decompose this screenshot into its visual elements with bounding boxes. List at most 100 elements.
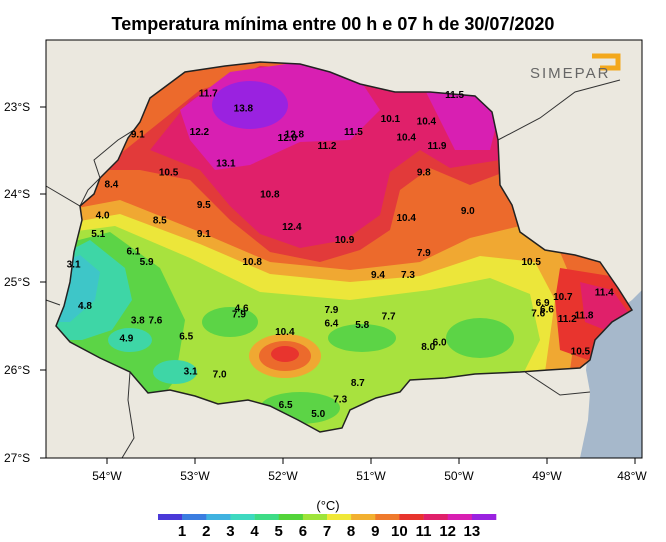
station-value: 10.8 [242, 257, 262, 268]
station-value: 11.2 [318, 141, 337, 152]
station-value: 11.4 [595, 288, 614, 299]
station-value: 9.4 [371, 270, 385, 281]
station-value: 4.0 [96, 210, 110, 221]
station-value: 7.9 [417, 248, 431, 259]
station-value: 9.1 [131, 130, 145, 141]
station-value: 12.2 [190, 127, 210, 138]
station-value: 6.0 [433, 338, 447, 349]
colorbar-tick-label: 4 [250, 523, 259, 540]
colorbar-swatch [158, 514, 183, 520]
station-value: 13.1 [216, 159, 236, 170]
station-value: 6.5 [279, 400, 293, 411]
station-value: 13.8 [234, 103, 254, 114]
lon-label: 53°W [180, 469, 210, 483]
colorbar-unit: (°C) [316, 498, 340, 513]
station-value: 9.0 [461, 206, 475, 217]
station-value: 10.9 [335, 235, 355, 246]
station-value: 8.4 [104, 180, 118, 191]
map-frame [45, 39, 643, 459]
station-value: 5.0 [311, 409, 325, 420]
colorbar-swatch [182, 514, 207, 520]
station-value: 3.8 [131, 316, 145, 327]
lon-label: 52°W [268, 469, 298, 483]
station-value: 10.5 [571, 347, 591, 358]
colorbar-tick-label: 3 [226, 523, 234, 540]
border-line [121, 371, 135, 459]
colorbar-swatch [399, 514, 424, 520]
colorbar-tick-label: 7 [323, 523, 331, 540]
colorbar-swatch [471, 514, 497, 520]
lon-label: 49°W [532, 469, 562, 483]
lat-label: 26°S [4, 363, 30, 377]
colorbar-swatch [327, 514, 352, 520]
station-value: 12.4 [282, 222, 302, 233]
colorbar-swatch [447, 514, 473, 520]
station-value: 6.4 [324, 318, 338, 329]
colorbar: 1 2 3 4 5 6 7 8 9 10 11 12 13 [158, 514, 497, 540]
colorbar-tick-label: 9 [371, 523, 379, 540]
station-value: 11.9 [428, 141, 447, 152]
lat-label: 24°S [4, 187, 30, 201]
colorbar-swatch [302, 514, 328, 520]
colorbar-swatch [375, 514, 400, 520]
colorbar-swatch [206, 514, 231, 520]
station-value: 7.6 [148, 316, 162, 327]
colorbar-tick-label: 8 [347, 523, 355, 540]
colorbar-tick-label: 11 [416, 523, 432, 540]
station-value: 8.7 [351, 378, 365, 389]
station-value: 7.3 [401, 270, 415, 281]
station-value: 4.6 [235, 304, 249, 315]
station-value: 11.2 [558, 314, 577, 325]
station-value: 9.8 [417, 167, 431, 178]
colorbar-tick-label: 13 [464, 523, 481, 540]
station-value: 10.4 [396, 213, 416, 224]
station-value: 10.5 [159, 167, 179, 178]
lon-label: 51°W [356, 469, 386, 483]
station-value: 10.7 [553, 292, 573, 303]
longitude-axis: 54°W 53°W 52°W 51°W 50°W 49°W 48°W [92, 458, 647, 483]
colorbar-swatch [423, 514, 448, 520]
station-value: 11.7 [199, 89, 218, 100]
lat-label: 23°S [4, 100, 30, 114]
station-value: 6.6 [540, 304, 554, 315]
station-value: 10.1 [381, 114, 401, 125]
station-value: 6.9 [536, 298, 550, 309]
station-value: 5.1 [91, 229, 105, 240]
station-value: 6.5 [179, 332, 193, 343]
station-value: 4.8 [78, 301, 92, 312]
colorbar-tick-label: 2 [202, 523, 210, 540]
state-outline [55, 61, 634, 433]
station-value: 7.9 [324, 305, 338, 316]
colorbar-tick-label: 5 [275, 523, 283, 540]
station-value: 10.8 [260, 189, 280, 200]
station-value: 11.5 [445, 90, 464, 101]
station-value: 7.0 [213, 369, 227, 380]
border-line [497, 79, 621, 141]
colorbar-tick-label: 12 [439, 523, 456, 540]
station-value: 7.3 [333, 395, 347, 406]
logo-mark [592, 53, 621, 71]
station-values: 11.7 13.8 12.2 12.812.0 11.5 10.1 10.4 11.5 9.1 1… [67, 89, 614, 420]
lon-label: 48°W [617, 469, 647, 483]
latitude-axis: 23°S 24°S 25°S 26°S 27°S [4, 100, 46, 465]
station-value: 8.0 [421, 342, 435, 353]
border-line [524, 371, 591, 396]
simepar-logo: SIMEPAR [530, 53, 621, 82]
colorbar-tick-label: 1 [178, 523, 186, 540]
lat-label: 27°S [4, 451, 30, 465]
station-value: 10.4 [275, 327, 295, 338]
station-value: 7.9 [232, 310, 246, 321]
station-value: 3.1 [67, 260, 81, 271]
lat-label: 25°S [4, 275, 30, 289]
station-value: 7.7 [382, 311, 396, 322]
station-value: 12.0 [278, 133, 298, 144]
station-value: 10.4 [396, 132, 416, 143]
colorbar-swatch [278, 514, 304, 520]
lon-label: 50°W [444, 469, 474, 483]
colorbar-swatch [230, 514, 255, 520]
station-value: 6.1 [126, 246, 140, 257]
station-value: 5.8 [355, 320, 369, 331]
station-value: 7.6 [531, 309, 545, 320]
station-value: 11.5 [344, 127, 363, 138]
